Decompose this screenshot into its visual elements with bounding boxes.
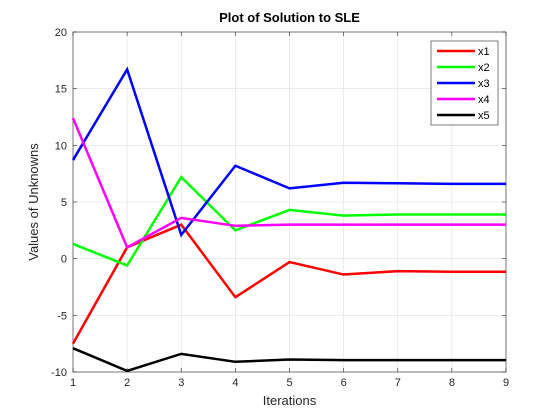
legend-label-x4: x4 (478, 94, 490, 106)
x-tick-label: 6 (341, 377, 347, 389)
y-tick-label: -10 (51, 367, 67, 379)
x-tick-label: 2 (124, 377, 130, 389)
legend: x1 x2 x3 x4 x5 (430, 40, 499, 126)
ticks-layer: 1 2 3 4 5 6 7 8 9 -10 -5 0 5 10 15 20 (51, 27, 509, 389)
chart-title: Plot of Solution to SLE (219, 10, 360, 25)
x-tick-label: 4 (232, 377, 238, 389)
series-line-x3 (71, 66, 506, 238)
x-tick-label: 3 (178, 377, 184, 389)
series-line-x4 (71, 117, 506, 250)
grid-layer (72, 31, 507, 373)
series-line-x1 (71, 223, 506, 345)
legend-label-x5: x5 (478, 110, 490, 122)
x-tick-label: 7 (395, 377, 401, 389)
y-tick-label: 5 (61, 197, 67, 209)
series-line-x5 (72, 347, 506, 373)
x-tick-label: 1 (70, 377, 76, 389)
x-axis-title: Iterations (263, 393, 317, 408)
x-tick-label: 8 (449, 377, 455, 389)
series-layer (71, 66, 506, 373)
y-tick-label: 15 (55, 84, 67, 96)
x-tick-label: 5 (286, 377, 292, 389)
y-tick-label: 10 (55, 140, 67, 152)
y-tick-label: -5 (57, 310, 67, 322)
legend-label-x1: x1 (478, 46, 490, 58)
y-axis-title: Values of Unknowns (26, 143, 41, 261)
legend-label-x3: x3 (478, 78, 490, 90)
series-line-x2 (72, 175, 506, 268)
y-tick-label: 20 (55, 27, 67, 39)
legend-label-x2: x2 (478, 62, 490, 74)
x-tick-label: 9 (503, 377, 509, 389)
y-tick-label: 0 (61, 254, 67, 266)
